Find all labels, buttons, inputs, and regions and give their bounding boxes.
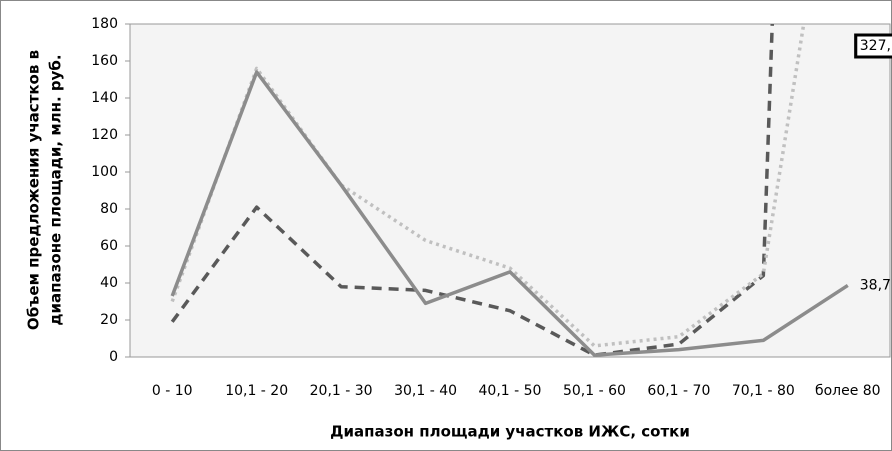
plot-lines bbox=[170, 24, 849, 357]
y-tick-label: 120 bbox=[91, 127, 118, 143]
y-tick-label: 60 bbox=[100, 238, 118, 254]
plot-area bbox=[129, 23, 891, 358]
x-axis-title: Диапазон площади участков ИЖС, сотки bbox=[330, 423, 690, 441]
x-tick-label: 50,1 - 60 bbox=[563, 383, 626, 399]
data-label: 38,7 bbox=[860, 277, 891, 293]
x-tick-label: 0 - 10 bbox=[152, 383, 193, 399]
y-tick-label: 100 bbox=[91, 164, 118, 180]
y-tick-label: 180 bbox=[91, 16, 118, 32]
series-line bbox=[170, 24, 775, 357]
y-axis-title: Объем предложения участков в bbox=[25, 50, 43, 330]
x-tick-label: 20,1 - 30 bbox=[310, 383, 373, 399]
y-axis-title: диапазоне площади, млн. руб. bbox=[47, 54, 65, 325]
y-tick-label: 20 bbox=[100, 312, 118, 328]
x-tick-label: 10,1 - 20 bbox=[225, 383, 288, 399]
y-tick-label: 160 bbox=[91, 53, 118, 69]
series-line bbox=[170, 70, 849, 357]
x-tick-label: 40,1 - 50 bbox=[479, 383, 542, 399]
x-tick-label: 30,1 - 40 bbox=[394, 383, 457, 399]
x-tick-label: 70,1 - 80 bbox=[732, 383, 795, 399]
y-tick-label: 140 bbox=[91, 90, 118, 106]
y-tick-label: 80 bbox=[100, 201, 118, 217]
data-label-box bbox=[854, 33, 892, 59]
y-tick-label: 0 bbox=[109, 349, 118, 365]
y-tick-label: 40 bbox=[100, 275, 118, 291]
x-tick-label: более 80 bbox=[815, 383, 881, 399]
data-label: 327,2 bbox=[860, 38, 892, 54]
x-tick-label: 60,1 - 70 bbox=[647, 383, 710, 399]
